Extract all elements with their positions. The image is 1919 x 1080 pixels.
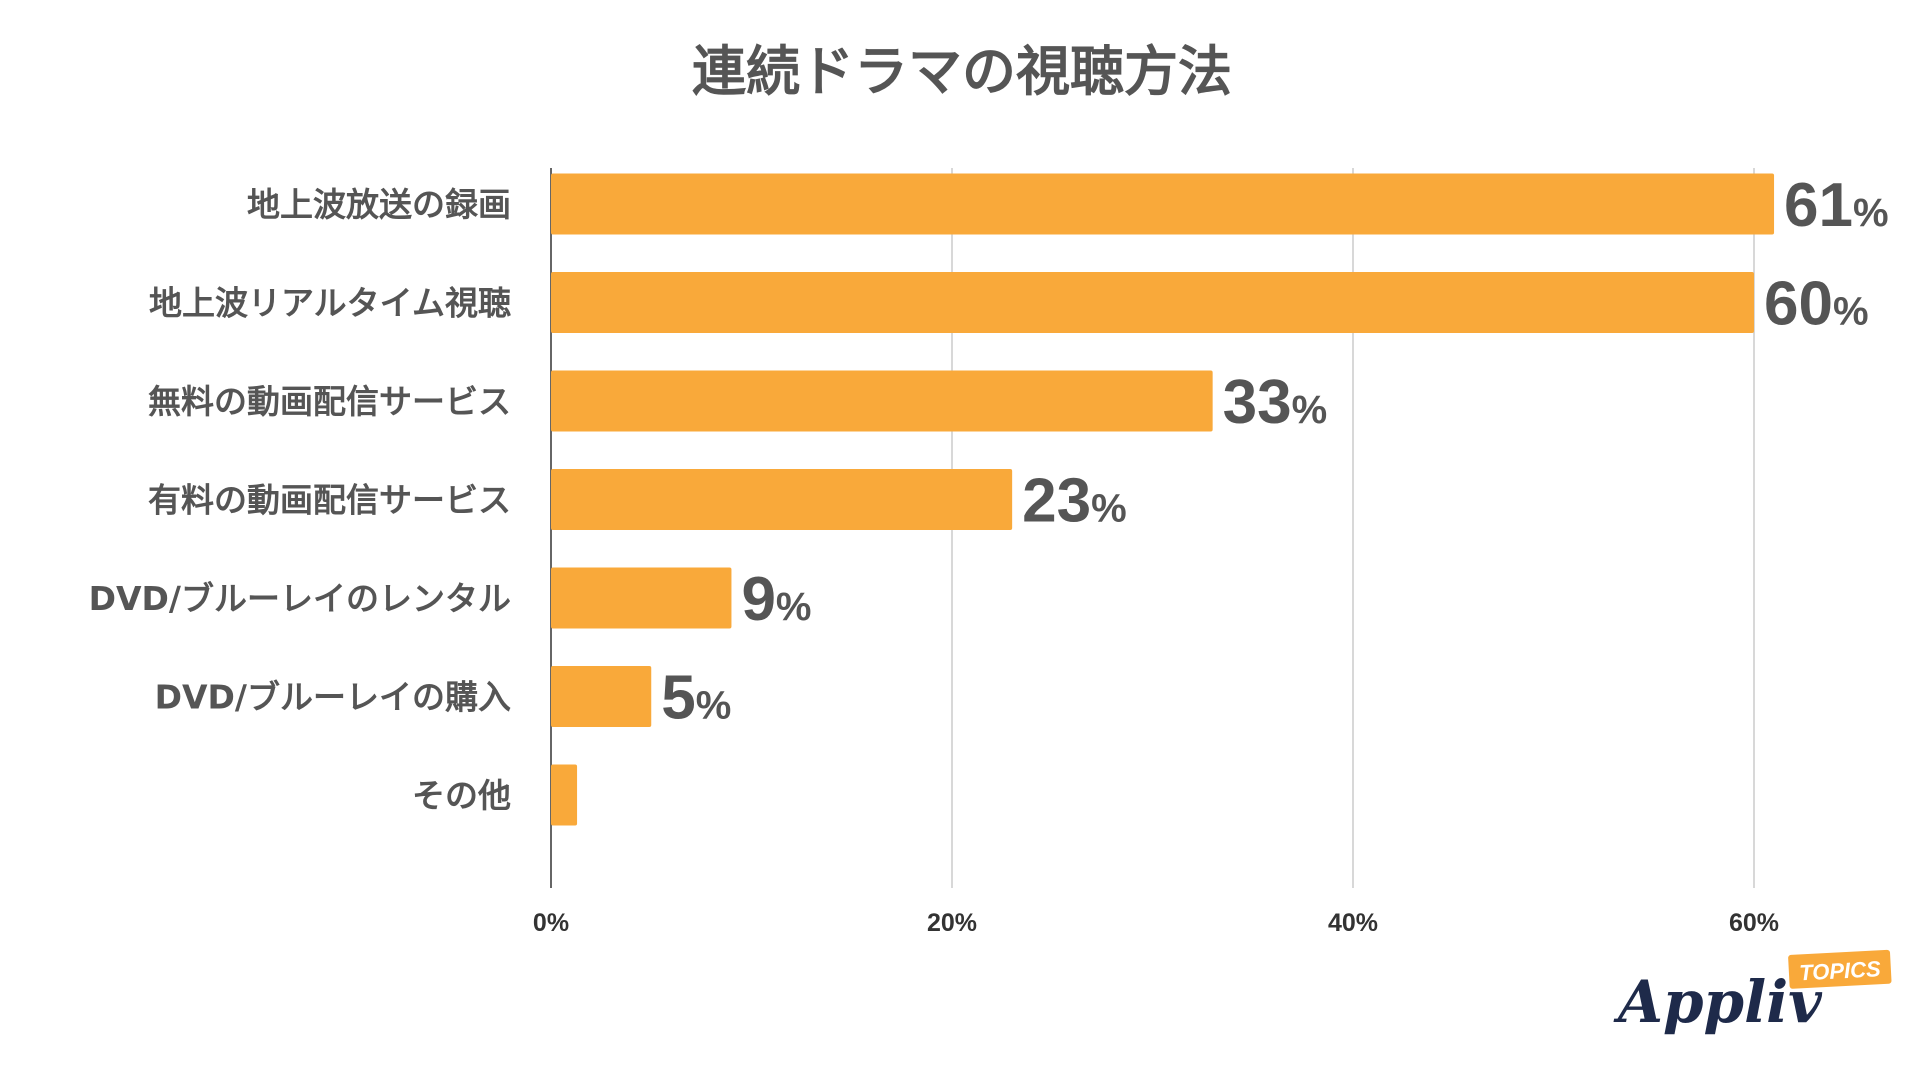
data-label: 23%	[1022, 467, 1127, 536]
data-label: 60%	[1764, 270, 1869, 339]
category-label: 地上波リアルタイム視聴	[149, 284, 511, 323]
data-label-value: 61	[1784, 171, 1853, 240]
data-label-unit: %	[1091, 487, 1127, 531]
logo-badge-background	[1788, 949, 1892, 989]
category-label: その他	[412, 776, 511, 815]
data-label-unit: %	[776, 585, 812, 629]
category-label: 無料の動画配信サービス	[148, 382, 511, 421]
logo-wordmark: Appliv	[1613, 968, 1823, 1036]
x-tick-label: 60%	[1729, 909, 1779, 937]
data-label-value: 9	[741, 565, 775, 634]
category-label: DVD/ブルーレイの購入	[155, 678, 511, 717]
applivtopics-logo: TOPICS Appliv	[1613, 949, 1892, 1036]
bar	[551, 567, 732, 629]
tick-layer: 0% 20% 40% 60%	[533, 909, 1779, 937]
logo-badge-text: TOPICS	[1799, 956, 1882, 985]
data-label-unit: %	[1833, 290, 1869, 334]
data-label-unit: %	[1292, 388, 1328, 432]
label-layer: 地上波放送の録画 61% 地上波リアルタイム視聴 60% 無料の動画配信サービス 33% 有…	[89, 171, 1889, 815]
chart-title: 連続ドラマの視聴方法	[692, 40, 1232, 103]
category-label: DVD/ブルーレイのレンタル	[89, 579, 511, 618]
category-label: 地上波放送の録画	[247, 185, 511, 224]
data-label-unit: %	[696, 684, 732, 728]
x-tick-label: 0%	[533, 909, 569, 937]
bar	[551, 764, 578, 826]
data-label: 9%	[741, 565, 811, 634]
bar	[551, 272, 1754, 333]
data-label-value: 23	[1022, 467, 1091, 536]
bar	[551, 370, 1213, 432]
data-label: 5%	[661, 664, 731, 733]
data-label-unit: %	[1853, 191, 1889, 235]
category-label: 有料の動画配信サービス	[148, 481, 511, 520]
bar	[551, 173, 1775, 235]
x-tick-label: 40%	[1328, 909, 1378, 937]
bar	[551, 469, 1013, 530]
data-label-value: 60	[1764, 270, 1833, 339]
bar	[551, 666, 652, 727]
bar-layer	[551, 173, 1775, 826]
logo-badge: TOPICS	[1788, 949, 1892, 989]
data-label-value: 5	[661, 664, 695, 733]
data-label-value: 33	[1223, 368, 1292, 437]
data-label: 33%	[1223, 368, 1328, 437]
data-label: 61%	[1784, 171, 1889, 240]
x-tick-label: 20%	[927, 909, 977, 937]
